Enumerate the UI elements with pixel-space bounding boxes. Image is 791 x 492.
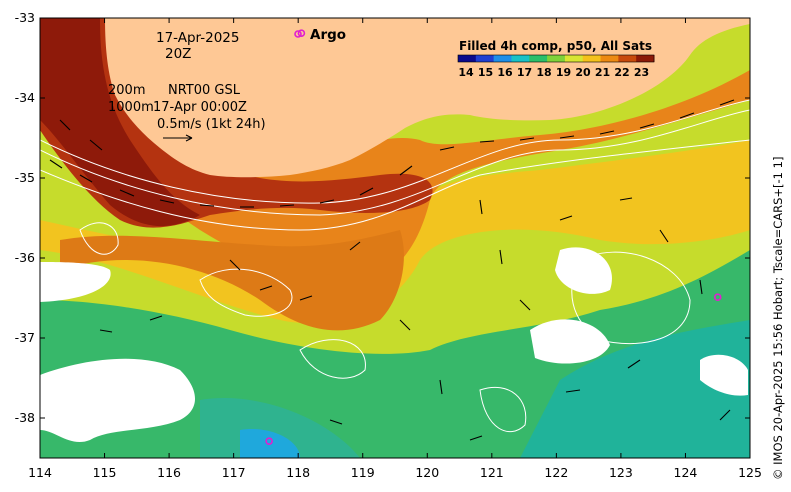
cloud-gap-west bbox=[40, 262, 111, 302]
colorbar-ticks: 14 15 16 17 18 19 20 21 22 23 bbox=[458, 66, 649, 79]
colorbar-swatch bbox=[475, 55, 495, 62]
sst-orange-south bbox=[60, 230, 404, 331]
map-time: 20Z bbox=[165, 46, 191, 62]
colorbar-swatch bbox=[529, 55, 548, 62]
colorbar-swatch bbox=[547, 55, 566, 62]
colorbar-tick-label: 14 bbox=[458, 66, 474, 79]
colorbar-tick-label: 20 bbox=[575, 66, 591, 79]
x-tick-label: 122 bbox=[544, 465, 568, 480]
colorbar-swatch bbox=[511, 55, 530, 62]
y-tick-label: -36 bbox=[15, 250, 35, 265]
contour-lines bbox=[40, 99, 750, 433]
colorbar-tick-label: 19 bbox=[556, 66, 571, 79]
cloud-gap-southwest bbox=[40, 358, 195, 443]
x-tick-label: 119 bbox=[351, 465, 375, 480]
y-tick-label: -38 bbox=[15, 410, 35, 425]
colorbar-swatch bbox=[582, 55, 602, 62]
colorbar-swatch bbox=[636, 55, 655, 62]
y-tick-label: -34 bbox=[15, 90, 35, 105]
colorbar-swatch bbox=[458, 55, 477, 62]
x-tick-label: 121 bbox=[480, 465, 504, 480]
colorbar-tick-label: 18 bbox=[536, 66, 551, 79]
colorbar-swatch bbox=[600, 55, 619, 62]
colorbar-swatch bbox=[618, 55, 637, 62]
colorbar-swatch bbox=[493, 55, 512, 62]
argo-float-marker bbox=[713, 293, 722, 302]
x-tick-label: 116 bbox=[157, 465, 181, 480]
velocity-scale-label: 0.5m/s (1kt 24h) bbox=[157, 117, 266, 132]
map-plot-area bbox=[40, 18, 750, 458]
argo-legend-marker bbox=[294, 30, 302, 38]
y-axis: -33 -34 -35 -36 -37 -38 bbox=[15, 10, 750, 425]
sst-green-east bbox=[520, 320, 750, 458]
contour-line1-source: NRT00 GSL bbox=[168, 83, 241, 98]
colorbar-frame bbox=[457, 54, 655, 63]
plot-frame bbox=[39, 17, 751, 459]
argo-legend-label: Argo bbox=[310, 27, 346, 43]
x-tick-label: 115 bbox=[93, 465, 117, 480]
cloud-gap-east bbox=[555, 247, 612, 294]
x-tick-label: 124 bbox=[674, 465, 698, 480]
x-tick-label: 120 bbox=[415, 465, 439, 480]
colorbar-tick-label: 23 bbox=[634, 66, 649, 79]
argo-float-marker bbox=[297, 29, 306, 38]
current-vectors bbox=[49, 99, 735, 441]
colorbar-swatch bbox=[564, 55, 584, 62]
contour-line1-depth: 200m bbox=[108, 83, 145, 98]
x-tick-label: 118 bbox=[286, 465, 310, 480]
cloud-gap-center bbox=[530, 319, 610, 364]
cloud-gap-southeast bbox=[700, 354, 748, 396]
contour-line2-depth: 1000m bbox=[108, 100, 154, 115]
x-tick-label: 117 bbox=[222, 465, 246, 480]
x-tick-label: 114 bbox=[28, 465, 52, 480]
map-date: 17-Apr-2025 bbox=[156, 30, 239, 46]
y-tick-label: -35 bbox=[15, 170, 35, 185]
argo-float-marker bbox=[265, 437, 273, 446]
y-tick-label: -37 bbox=[15, 330, 35, 345]
product-label: Filled 4h comp, p50, All Sats bbox=[459, 39, 652, 53]
velocity-scale-arrow bbox=[163, 134, 193, 142]
x-tick-label: 125 bbox=[738, 465, 762, 480]
colorbar-tick-label: 15 bbox=[478, 66, 493, 79]
x-axis: 114 115 116 117 118 119 120 121 122 123 124 125 bbox=[28, 18, 762, 480]
x-tick-label: 123 bbox=[609, 465, 633, 480]
colorbar-tick-label: 16 bbox=[497, 66, 513, 79]
y-tick-label: -33 bbox=[15, 10, 35, 25]
colorbar-tick-label: 21 bbox=[595, 66, 610, 79]
credit-text: © IMOS 20-Apr-2025 15:56 Hobart; Tscale=… bbox=[771, 156, 785, 480]
contour-line2-date: 17-Apr 00:00Z bbox=[153, 100, 247, 115]
colorbar-tick-label: 22 bbox=[614, 66, 629, 79]
colorbar-tick-label: 17 bbox=[517, 66, 532, 79]
colorbar bbox=[457, 54, 655, 63]
sst-warm-core bbox=[40, 18, 200, 227]
argo-floats bbox=[265, 29, 722, 446]
